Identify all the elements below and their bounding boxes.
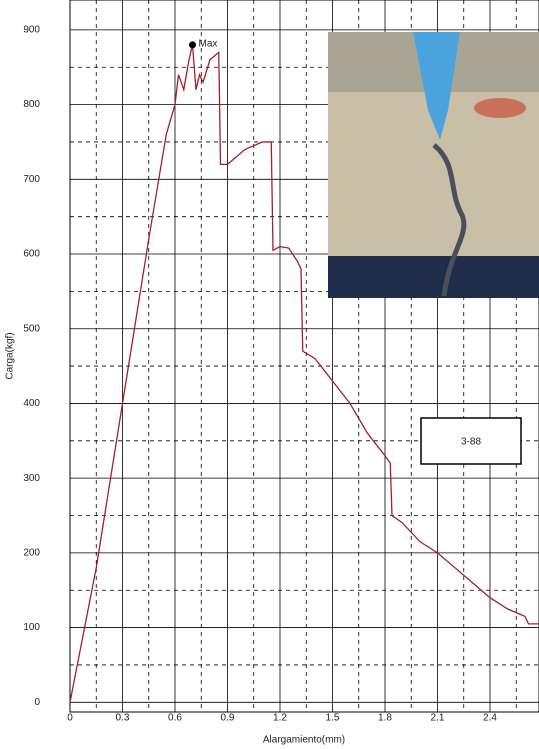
y-axis-label: Carga(kgf)	[5, 332, 16, 379]
y-tick-label: 500	[23, 323, 40, 334]
y-tick-label: 900	[23, 25, 40, 36]
x-tick-label: 1.8	[378, 713, 392, 724]
y-tick-label: 300	[23, 473, 40, 484]
photo-bottom	[328, 256, 539, 298]
photo-blade	[413, 32, 460, 140]
y-tick-label: 200	[23, 548, 40, 559]
x-tick-label: 0.3	[116, 713, 130, 724]
x-tick-label: 1.2	[273, 713, 287, 724]
y-tick-label: 700	[23, 174, 40, 185]
data-line	[69, 44, 539, 703]
photo	[328, 32, 539, 298]
x-axis-label: Alargamiento(mm)	[263, 735, 345, 746]
x-tick-label: 0	[67, 713, 73, 724]
label-text: 3-88	[461, 437, 481, 448]
x-tick-label: 0.9	[221, 713, 235, 724]
x-tick-label: 2.1	[431, 713, 445, 724]
photo-stain	[474, 98, 526, 118]
y-tick-label: 400	[23, 398, 40, 409]
x-tick-label: 0.6	[168, 713, 182, 724]
photo-crack	[432, 143, 467, 297]
y-tick-label: 0	[34, 697, 40, 708]
x-tick-label: 2.4	[483, 713, 497, 724]
plot-border	[69, 0, 539, 713]
max-marker	[189, 41, 196, 49]
annotation: Max	[199, 38, 218, 49]
y-tick-label: 800	[23, 99, 40, 110]
x-tick-label: 1.5	[326, 713, 340, 724]
label-box	[420, 417, 522, 465]
y-tick-label: 100	[23, 622, 40, 633]
y-tick-label: 600	[23, 249, 40, 260]
